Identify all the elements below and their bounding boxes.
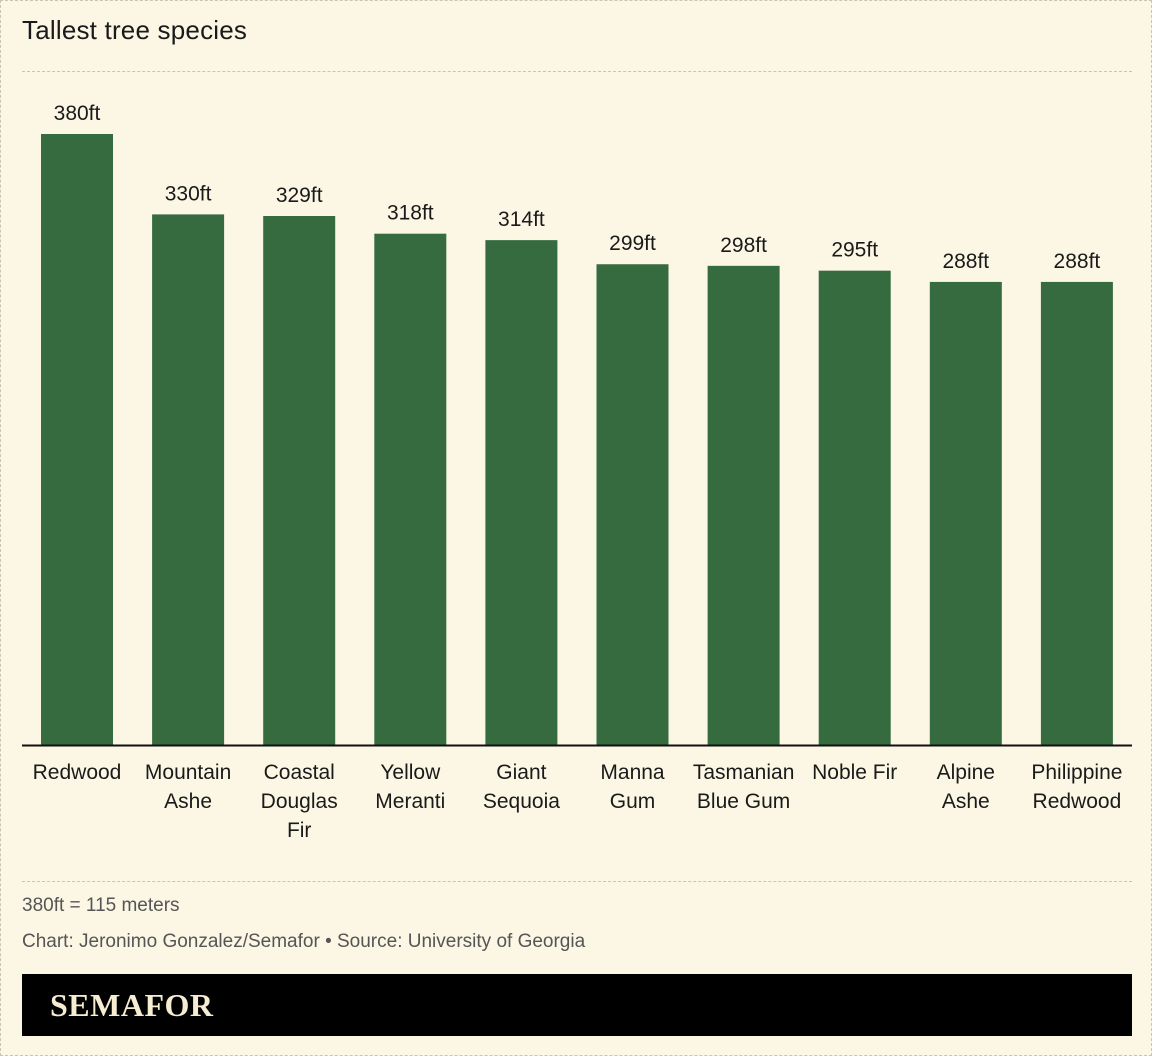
category-label-2-0: Coastal bbox=[264, 761, 335, 784]
category-label-6-0: Tasmanian bbox=[693, 761, 795, 784]
bar-6 bbox=[707, 265, 780, 745]
bar-2 bbox=[263, 216, 336, 745]
category-label-4-0: Giant bbox=[496, 761, 546, 784]
category-label-2-1: Douglas bbox=[261, 790, 338, 813]
category-label-2-2: Fir bbox=[287, 819, 312, 842]
category-label-0-0: Redwood bbox=[33, 761, 122, 784]
bar-chart: 380ft Redwood 330ft Mountain Ashe 329ft Coasta… bbox=[22, 102, 1132, 842]
value-label-6: 298ft bbox=[720, 234, 767, 257]
category-label-3-0: Yellow bbox=[380, 761, 441, 784]
category-label-6-1: Blue Gum bbox=[697, 790, 790, 813]
category-label-9-1: Redwood bbox=[1033, 790, 1122, 813]
value-label-0: 380ft bbox=[54, 102, 101, 125]
brand-bar: SEMAFOR bbox=[22, 974, 1132, 1036]
top-divider bbox=[22, 71, 1132, 72]
chart-title: Tallest tree species bbox=[22, 15, 248, 45]
value-label-2: 329ft bbox=[276, 184, 323, 207]
value-label-3: 318ft bbox=[387, 202, 434, 225]
footnote: 380ft = 115 meters bbox=[22, 895, 180, 916]
category-label-3-1: Meranti bbox=[375, 790, 445, 813]
category-label-4-1: Sequoia bbox=[483, 790, 560, 813]
category-label-8-1: Ashe bbox=[942, 790, 990, 813]
credit-line: Chart: Jeronimo Gonzalez/Semafor • Sourc… bbox=[22, 931, 586, 952]
category-label-7-0: Noble Fir bbox=[812, 761, 897, 784]
category-label-5-1: Gum bbox=[610, 790, 656, 813]
bar-0 bbox=[41, 134, 113, 745]
category-label-1-1: Ashe bbox=[164, 790, 212, 813]
category-label-9-0: Philippine bbox=[1031, 761, 1122, 784]
value-label-5: 299ft bbox=[609, 232, 656, 255]
bar-1 bbox=[152, 214, 225, 746]
category-label-5-0: Manna bbox=[600, 761, 665, 784]
bar-8 bbox=[929, 281, 1002, 745]
value-label-1: 330ft bbox=[165, 182, 212, 205]
bar-5 bbox=[596, 264, 669, 745]
bar-3 bbox=[374, 233, 447, 746]
bar-9 bbox=[1040, 281, 1113, 745]
semafor-logo: SEMAFOR bbox=[50, 987, 214, 1023]
value-label-4: 314ft bbox=[498, 208, 545, 231]
value-label-7: 295ft bbox=[831, 239, 878, 262]
bottom-divider bbox=[22, 881, 1132, 882]
bar-4 bbox=[485, 240, 558, 746]
category-label-8-0: Alpine bbox=[937, 761, 995, 784]
value-label-8: 288ft bbox=[942, 250, 989, 273]
bar-7 bbox=[818, 270, 891, 745]
value-label-9: 288ft bbox=[1054, 250, 1101, 273]
category-label-1-0: Mountain bbox=[145, 761, 231, 784]
